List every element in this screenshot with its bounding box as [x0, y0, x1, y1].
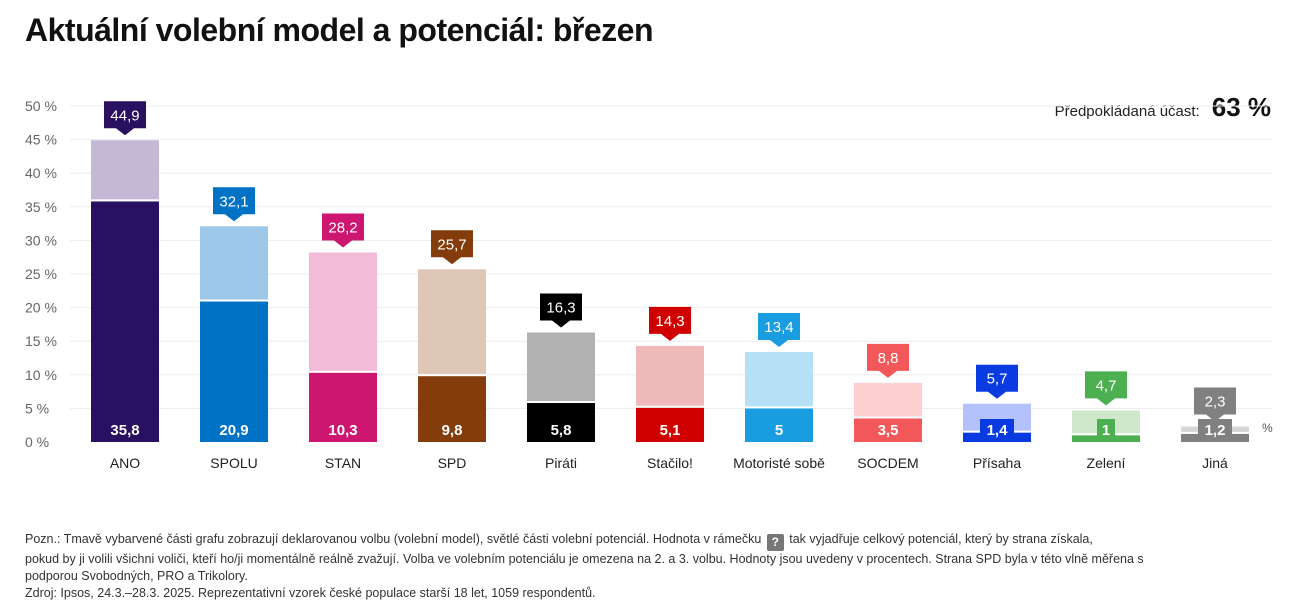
potential-value-label: 16,3: [546, 299, 575, 316]
model-value-label: 1: [1102, 422, 1110, 439]
model-value-label: 10,3: [328, 422, 357, 439]
model-bar: [91, 201, 159, 442]
category-label: SPOLU: [210, 455, 257, 471]
potential-value-label: 32,1: [219, 193, 248, 210]
y-tick-label: 45 %: [25, 132, 57, 148]
potential-value-label: 2,3: [1205, 394, 1226, 411]
model-value-label: 20,9: [219, 422, 248, 439]
potential-value-label: 4,7: [1096, 377, 1117, 394]
category-label: Stačilo!: [647, 455, 693, 471]
category-label: SPD: [438, 455, 467, 471]
category-label: Jiná: [1202, 455, 1228, 471]
y-tick-label: 30 %: [25, 232, 57, 248]
note-line-2: pokud by ji volili všichni voliči, kteří…: [25, 552, 1144, 566]
model-value-label: 5,1: [660, 422, 681, 439]
model-value-label: 1,2: [1205, 422, 1226, 439]
note-part-2: tak vyjadřuje celkový potenciál, který b…: [789, 532, 1093, 546]
category-label: Motoristé sobě: [733, 455, 825, 471]
potential-flag: [1085, 371, 1127, 406]
chart-title: Aktuální volební model a potenciál: břez…: [25, 12, 654, 48]
potential-flag: [758, 312, 800, 347]
source-line: Zdroj: Ipsos, 24.3.–28.3. 2025. Reprezen…: [25, 586, 596, 600]
note-line-1: Pozn.: Tmavě vybarvené části grafu zobra…: [25, 531, 1275, 551]
model-label-box: [980, 419, 1014, 440]
model-value-label: 5: [775, 422, 783, 439]
chart-note: Pozn.: Tmavě vybarvené části grafu zobra…: [25, 531, 1275, 602]
bar-chart: 0 %5 %10 %15 %20 %25 %30 %35 %40 %45 %50…: [25, 98, 1273, 471]
potential-flag: [867, 343, 909, 378]
category-label: SOCDEM: [857, 455, 918, 471]
model-label-box: [871, 419, 905, 440]
potential-value-label: 5,7: [987, 371, 1008, 388]
potential-flag: [104, 101, 146, 136]
potential-value-label: 28,2: [328, 219, 357, 236]
note-line-3: podporou Svobodných, PRO a Trikolory.: [25, 569, 248, 583]
y-tick-label: 10 %: [25, 367, 57, 383]
potential-value-label: 14,3: [655, 313, 684, 330]
model-value-label: 9,8: [442, 422, 463, 439]
turnout-display: Předpokládaná účast: 63 %: [1055, 92, 1271, 123]
category-label: Přísaha: [973, 455, 1021, 471]
y-tick-label: 0 %: [25, 434, 49, 450]
y-tick-label: 20 %: [25, 300, 57, 316]
note-part-1: Pozn.: Tmavě vybarvené části grafu zobra…: [25, 532, 762, 546]
potential-value-label: 25,7: [437, 236, 466, 253]
potential-flag: [649, 306, 691, 341]
potential-value-label: 44,9: [110, 107, 139, 124]
category-label: STAN: [325, 455, 361, 471]
potential-flag: [322, 213, 364, 248]
potential-value-label: 8,8: [878, 350, 899, 367]
model-label-box: [1198, 419, 1232, 440]
y-tick-label: 35 %: [25, 199, 57, 215]
model-bar: [418, 376, 486, 442]
potential-flag: [213, 187, 255, 222]
model-bar: [745, 408, 813, 442]
model-value-label: 3,5: [878, 422, 899, 439]
model-label-box: [1097, 419, 1115, 440]
model-value-label: 1,4: [987, 422, 1009, 439]
y-tick-label: 5 %: [25, 400, 49, 416]
turnout-value: 63 %: [1211, 92, 1271, 122]
model-value-label: 5,8: [551, 422, 572, 439]
y-tick-label: 50 %: [25, 98, 57, 114]
potential-flag: [976, 364, 1018, 399]
unit-label: %: [1262, 421, 1273, 435]
y-tick-label: 25 %: [25, 266, 57, 282]
y-tick-label: 40 %: [25, 165, 57, 181]
model-bar: [527, 403, 595, 442]
category-label: Zelení: [1087, 455, 1126, 471]
model-bar: [309, 372, 377, 442]
potential-badge-icon: ?: [766, 534, 784, 551]
category-label: ANO: [110, 455, 140, 471]
potential-flag: [540, 293, 582, 328]
model-bar: [200, 301, 268, 442]
turnout-label: Předpokládaná účast:: [1054, 103, 1200, 120]
y-tick-label: 15 %: [25, 333, 57, 349]
potential-flag: [1194, 387, 1236, 422]
category-label: Piráti: [545, 455, 577, 471]
potential-value-label: 13,4: [764, 319, 793, 336]
model-value-label: 35,8: [110, 422, 139, 439]
potential-flag: [431, 230, 473, 265]
model-bar: [636, 407, 704, 442]
